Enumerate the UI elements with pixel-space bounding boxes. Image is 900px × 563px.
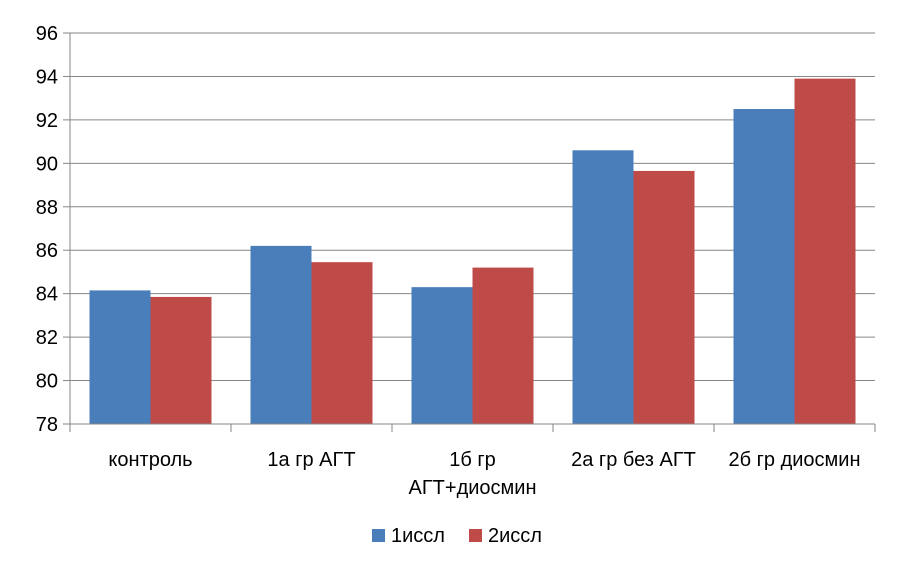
bars bbox=[89, 78, 856, 425]
bar-2-3 bbox=[472, 267, 534, 424]
x-tick-label: АГТ+диосмин bbox=[409, 477, 537, 499]
bar-1-5 bbox=[733, 109, 795, 425]
x-tick-label: 2а гр без АГТ bbox=[571, 449, 696, 471]
legend-label-1: 1иссл bbox=[391, 525, 445, 547]
x-tick-label: 1а гр АГТ bbox=[267, 449, 355, 471]
bar-2-4 bbox=[633, 170, 695, 424]
y-tick-label: 78 bbox=[36, 414, 58, 436]
bar-2-1 bbox=[150, 296, 212, 424]
legend: 1иссл 2иссл bbox=[372, 525, 542, 547]
legend-swatch-1 bbox=[372, 529, 385, 542]
y-tick-label: 90 bbox=[36, 153, 58, 175]
y-tick-label: 94 bbox=[36, 66, 58, 88]
y-tick-label: 88 bbox=[36, 197, 58, 219]
x-axis bbox=[69, 33, 876, 432]
y-axis-ticks: 78 80 82 84 86 88 90 92 94 96 bbox=[36, 23, 70, 436]
bar-2-2 bbox=[311, 262, 373, 424]
bar-1-3 bbox=[411, 287, 473, 424]
x-tick-label: контроль bbox=[108, 449, 192, 471]
legend-label-2: 2иссл bbox=[488, 525, 542, 547]
legend-swatch-2 bbox=[469, 529, 482, 542]
x-axis-tick-labels: контроль 1а гр АГТ 1б гр АГТ+диосмин 2а гр б… bbox=[108, 449, 860, 499]
y-tick-label: 80 bbox=[36, 371, 58, 393]
bar-1-4 bbox=[572, 150, 634, 425]
x-tick-label: 1б гр bbox=[449, 449, 496, 471]
y-tick-label: 92 bbox=[36, 110, 58, 132]
y-tick-label: 86 bbox=[36, 240, 58, 262]
bar-1-1 bbox=[89, 290, 151, 424]
x-tick-label: 2б гр диосмин bbox=[728, 449, 860, 471]
y-tick-label: 82 bbox=[36, 327, 58, 349]
y-tick-label: 96 bbox=[36, 23, 58, 45]
y-tick-label: 84 bbox=[36, 284, 58, 306]
bar-2-5 bbox=[794, 78, 856, 424]
bar-1-2 bbox=[250, 245, 312, 424]
